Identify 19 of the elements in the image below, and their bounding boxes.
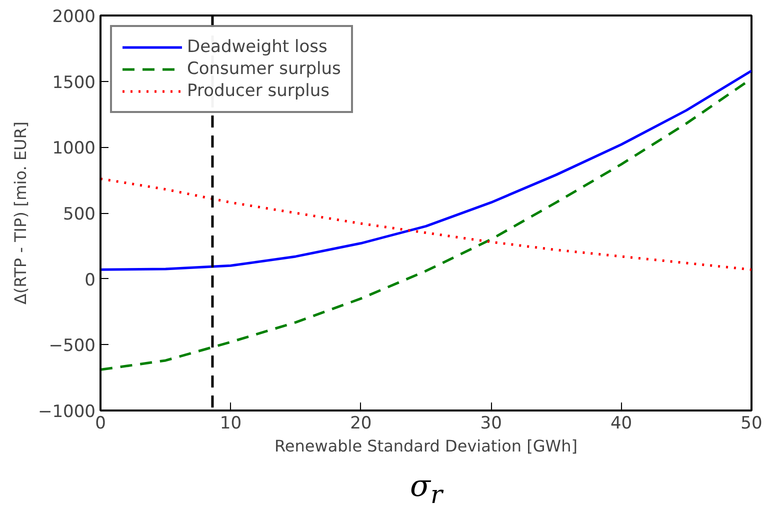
x-tick-label: 30 [480, 414, 502, 434]
legend-label: Deadweight loss [187, 37, 328, 57]
y-tick-label: 1000 [52, 138, 96, 159]
y-tick-label: 500 [63, 204, 96, 224]
legend-label: Producer surplus [187, 81, 330, 101]
y-tick-label: −1000 [38, 402, 96, 422]
y-tick-label: 0 [84, 270, 96, 290]
text: σ$_{r}$ [410, 469, 442, 511]
x-tick-label: 50 [740, 414, 762, 434]
legend-label: Consumer surplus [187, 59, 341, 79]
y-tick-label: 2000 [52, 7, 96, 27]
x-tick-label: 20 [350, 414, 372, 434]
line-series [100, 178, 752, 271]
x-tick-label: 40 [610, 414, 632, 434]
y-tick-label: −500 [48, 336, 96, 356]
x-axis-title: Renewable Standard Deviation [GWh] [274, 436, 578, 456]
y-tick-label: 1500 [52, 72, 96, 93]
x-tick-label: 10 [220, 414, 242, 434]
y-axis-title: Δ(RTP - TIP) [mio. EUR] [10, 121, 30, 305]
